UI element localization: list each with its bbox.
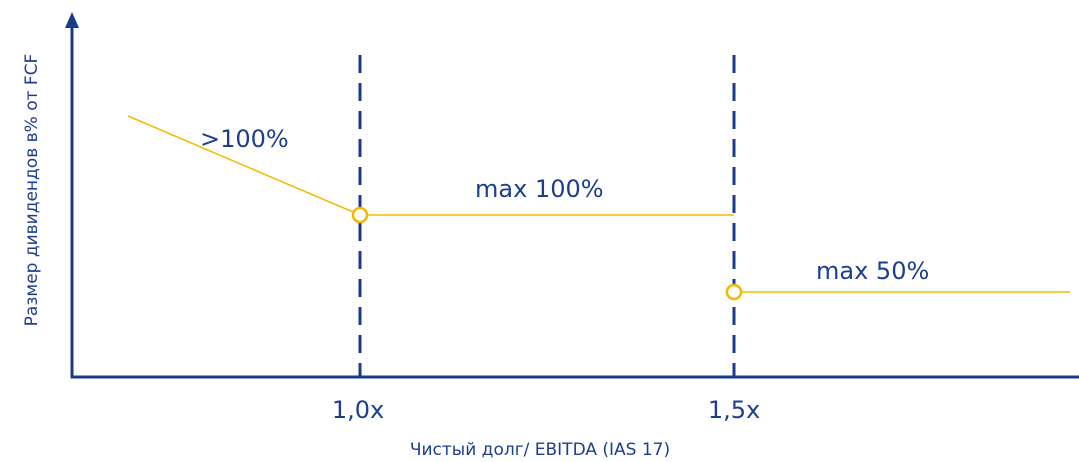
y-axis-arrow [65, 12, 79, 28]
x-tick-label: 1,5x [708, 396, 760, 424]
y-axis-label: Размер дивидендов в% от FCF [22, 54, 42, 327]
point [725, 283, 743, 301]
point [351, 206, 369, 224]
annotation: max 100% [475, 175, 604, 203]
x-tick-label: 1,0x [332, 396, 384, 424]
annotation: >100% [200, 125, 289, 153]
annotation: max 50% [816, 257, 929, 285]
x-axis-label: Чистый долг/ EBITDA (IAS 17) [410, 440, 670, 460]
